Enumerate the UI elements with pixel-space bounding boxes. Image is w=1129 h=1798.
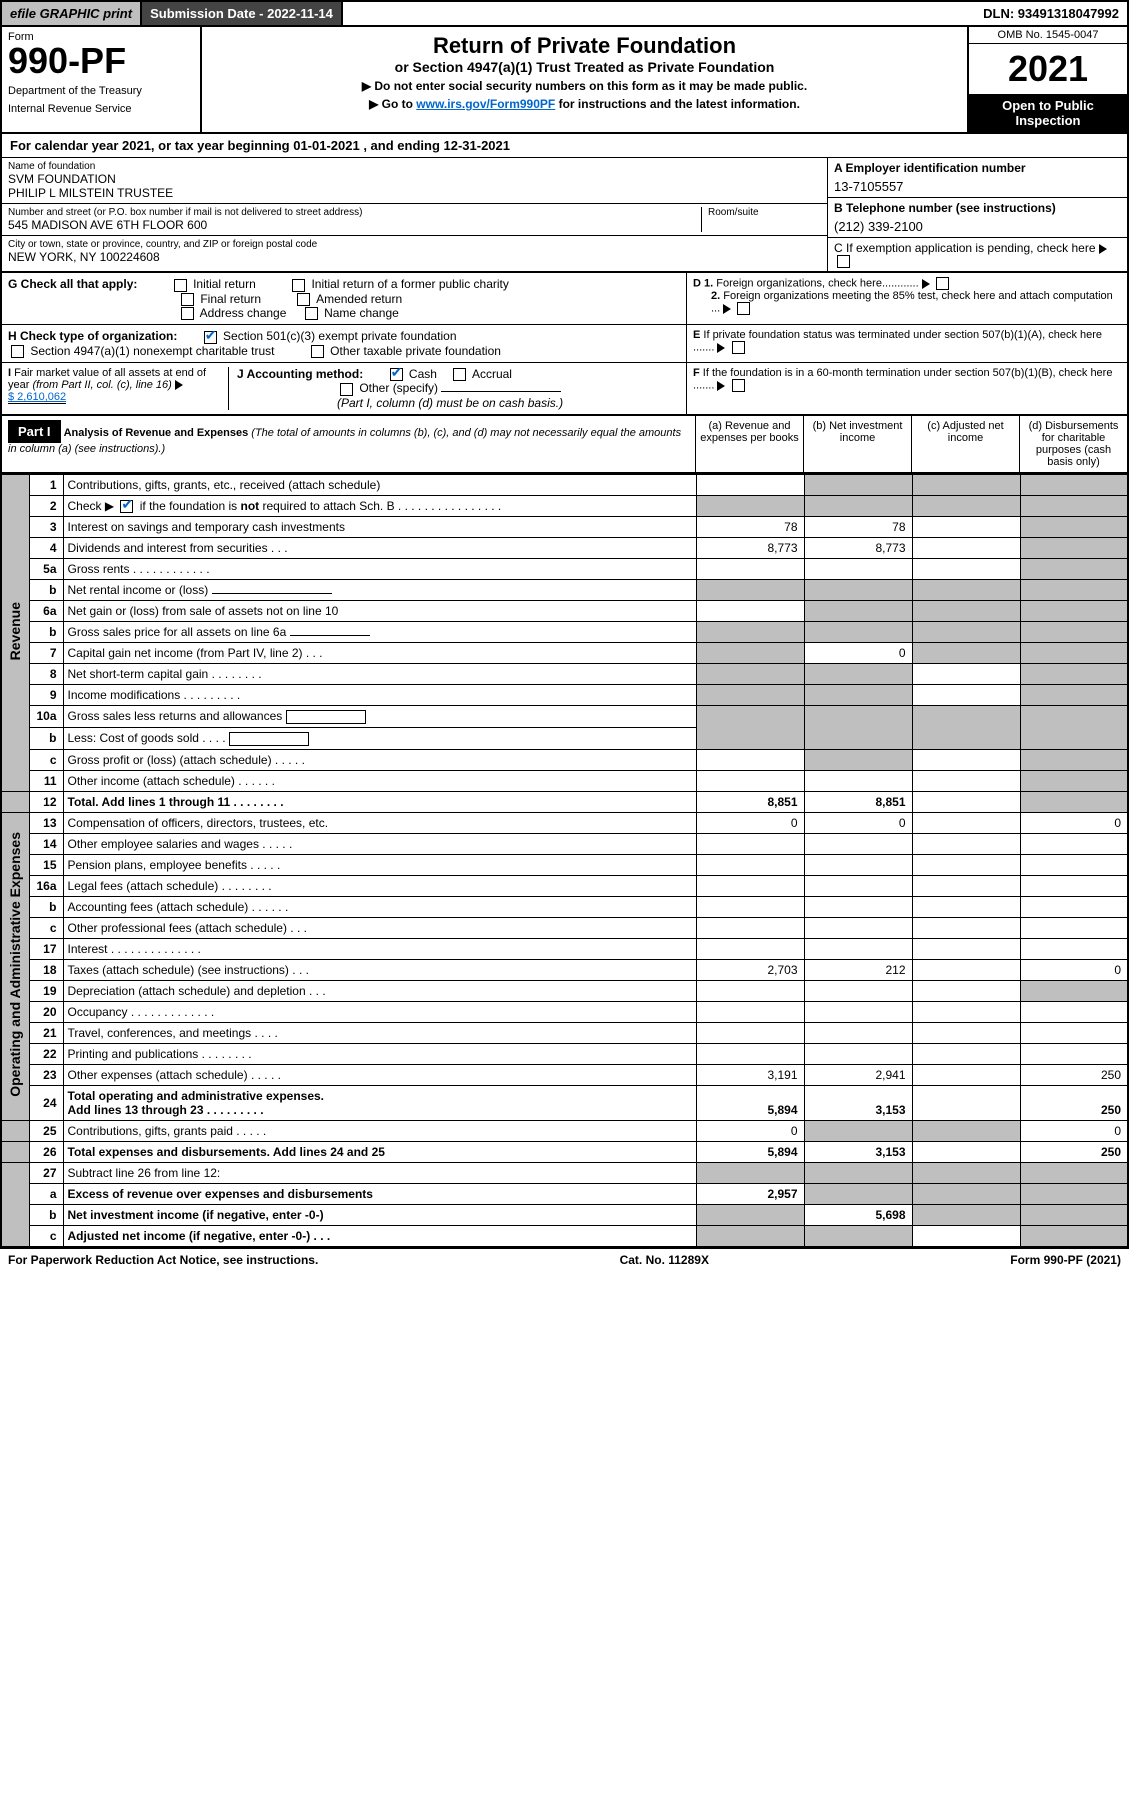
d2-checkbox[interactable]	[737, 302, 750, 315]
irs-link[interactable]: www.irs.gov/Form990PF	[416, 97, 555, 111]
j-label: J Accounting method:	[237, 367, 363, 381]
ssn-note: ▶ Do not enter social security numbers o…	[208, 79, 961, 93]
foundation-name: SVM FOUNDATION	[8, 172, 821, 186]
part1-header-row: Part I Analysis of Revenue and Expenses …	[0, 416, 1129, 474]
cat-no: Cat. No. 11289X	[620, 1253, 709, 1267]
dept-treasury: Department of the Treasury	[8, 85, 194, 97]
ein-label: A Employer identification number	[834, 161, 1121, 175]
ein-value: 13-7105557	[834, 179, 1121, 194]
top-bar: efile GRAPHIC print Submission Date - 20…	[0, 0, 1129, 27]
form-number: 990-PF	[8, 43, 194, 79]
h-other-checkbox[interactable]	[311, 345, 324, 358]
city-value: NEW YORK, NY 100224608	[8, 250, 821, 264]
f-label: F If the foundation is in a 60-month ter…	[693, 367, 1112, 391]
dln: DLN: 93491318047992	[975, 2, 1127, 25]
g-final-checkbox[interactable]	[181, 293, 194, 306]
page-footer: For Paperwork Reduction Act Notice, see …	[0, 1247, 1129, 1271]
info-grid: Name of foundation SVM FOUNDATION PHILIP…	[0, 157, 1129, 273]
col-b-header: (b) Net investment income	[803, 416, 911, 472]
exemption-checkbox[interactable]	[837, 255, 850, 268]
col-c-header: (c) Adjusted net income	[911, 416, 1019, 472]
g-address-checkbox[interactable]	[181, 307, 194, 320]
omb-number: OMB No. 1545-0047	[969, 27, 1127, 44]
phone-label: B Telephone number (see instructions)	[834, 201, 1121, 215]
g-name-checkbox[interactable]	[305, 307, 318, 320]
g-amended-checkbox[interactable]	[297, 293, 310, 306]
room-label: Room/suite	[708, 207, 821, 218]
g-initial-checkbox[interactable]	[174, 279, 187, 292]
triangle-icon	[1099, 244, 1107, 254]
d1-checkbox[interactable]	[936, 277, 949, 290]
h-501c3-checkbox[interactable]	[204, 331, 217, 344]
part1-title: Analysis of Revenue and Expenses	[64, 427, 249, 439]
phone-value: (212) 339-2100	[834, 219, 1121, 234]
expense-vert-label: Operating and Administrative Expenses	[7, 832, 23, 1097]
main-table: Revenue 1Contributions, gifts, grants, e…	[0, 474, 1129, 1247]
j-cash-checkbox[interactable]	[390, 368, 403, 381]
city-label: City or town, state or province, country…	[8, 239, 821, 250]
open-to-public: Open to Public Inspection	[969, 94, 1127, 132]
name-label: Name of foundation	[8, 161, 821, 172]
j-note: (Part I, column (d) must be on cash basi…	[337, 396, 563, 410]
form-header: Form 990-PF Department of the Treasury I…	[0, 27, 1129, 134]
fmv-value[interactable]: $ 2,610,062	[8, 391, 66, 404]
g-former-checkbox[interactable]	[292, 279, 305, 292]
efile-print-button[interactable]: efile GRAPHIC print	[2, 2, 142, 25]
schb-checkbox[interactable]	[120, 500, 133, 513]
col-a-header: (a) Revenue and expenses per books	[695, 416, 803, 472]
addr-label: Number and street (or P.O. box number if…	[8, 207, 701, 218]
h-4947-checkbox[interactable]	[11, 345, 24, 358]
g-label: G Check all that apply:	[8, 277, 137, 291]
street-address: 545 MADISON AVE 6TH FLOOR 600	[8, 218, 701, 232]
calendar-year-line: For calendar year 2021, or tax year begi…	[0, 134, 1129, 157]
part1-label: Part I	[8, 420, 61, 443]
form-title: Return of Private Foundation	[208, 33, 961, 59]
d2-label: 2. Foreign organizations meeting the 85%…	[693, 290, 1121, 315]
submission-date: Submission Date - 2022-11-14	[142, 2, 343, 25]
e-label: E If private foundation status was termi…	[693, 329, 1102, 353]
j-accrual-checkbox[interactable]	[453, 368, 466, 381]
col-d-header: (d) Disbursements for charitable purpose…	[1019, 416, 1127, 472]
revenue-vert-label: Revenue	[7, 602, 23, 660]
form-subtitle: or Section 4947(a)(1) Trust Treated as P…	[208, 59, 961, 75]
goto-note: ▶ Go to www.irs.gov/Form990PF for instru…	[208, 97, 961, 111]
exemption-label: C If exemption application is pending, c…	[834, 241, 1096, 255]
d1-label: D 1. Foreign organizations, check here..…	[693, 277, 1121, 290]
trustee-name: PHILIP L MILSTEIN TRUSTEE	[8, 186, 821, 200]
h-label: H Check type of organization:	[8, 329, 177, 343]
tax-year: 2021	[969, 44, 1127, 94]
paperwork-notice: For Paperwork Reduction Act Notice, see …	[8, 1253, 318, 1267]
form-footer: Form 990-PF (2021)	[1010, 1253, 1121, 1267]
f-checkbox[interactable]	[732, 379, 745, 392]
irs-label: Internal Revenue Service	[8, 103, 194, 115]
e-checkbox[interactable]	[732, 341, 745, 354]
j-other-checkbox[interactable]	[340, 383, 353, 396]
